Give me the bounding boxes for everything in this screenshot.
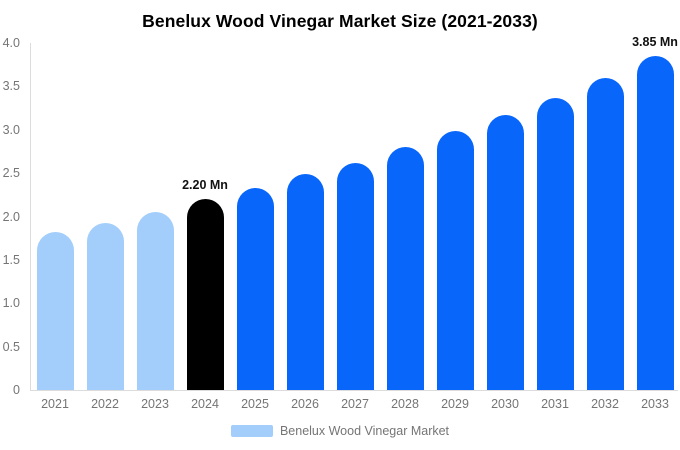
bar-2031[interactable]	[536, 97, 574, 390]
chart-title: Benelux Wood Vinegar Market Size (2021-2…	[142, 11, 538, 31]
x-tick-label-2030: 2030	[491, 397, 519, 411]
x-tick-label-2027: 2027	[341, 397, 369, 411]
bar-value-label-2024: 2.20 Mn	[182, 178, 228, 193]
bar-2027[interactable]	[336, 162, 374, 390]
y-tick-label-2.5: 2.5	[2, 166, 20, 181]
x-tick-label-2022: 2022	[91, 397, 119, 411]
x-tick-label-2024: 2024	[191, 397, 219, 411]
bar-2025[interactable]	[236, 187, 274, 390]
legend-label: Benelux Wood Vinegar Market	[279, 424, 450, 438]
x-tick-label-2023: 2023	[141, 397, 169, 411]
y-tick-label-0: 0	[13, 383, 20, 397]
legend-item[interactable]: Benelux Wood Vinegar Market	[0, 424, 680, 438]
y-tick-label-4.0: 4.0	[2, 36, 20, 50]
y-tick-label-2.0: 2.0	[2, 209, 20, 224]
y-axis-line	[30, 43, 31, 390]
legend-swatch	[230, 425, 273, 437]
bar-2026[interactable]	[286, 173, 324, 390]
bar-2029[interactable]	[436, 131, 474, 390]
bar-2024[interactable]	[186, 199, 224, 390]
x-tick-label-2031: 2031	[541, 397, 569, 411]
x-tick-label-2026: 2026	[291, 397, 319, 411]
x-tick-label-2025: 2025	[241, 397, 269, 411]
bar-2022[interactable]	[86, 222, 124, 390]
y-tick-label-0.5: 0.5	[2, 339, 20, 354]
y-tick-label-1.5: 1.5	[2, 252, 20, 267]
x-tick-label-2021: 2021	[41, 397, 69, 411]
bar-2033[interactable]	[636, 56, 674, 390]
y-tick-label-1.0: 1.0	[2, 296, 20, 311]
bar-2032[interactable]	[586, 77, 624, 390]
bar-2028[interactable]	[386, 147, 424, 390]
bar-2030[interactable]	[486, 115, 524, 390]
x-tick-label-2032: 2032	[591, 397, 619, 411]
x-axis-line	[30, 390, 678, 391]
y-tick-label-3.5: 3.5	[2, 79, 20, 94]
y-tick-label-3.0: 3.0	[2, 122, 20, 137]
bar-2021[interactable]	[36, 232, 74, 390]
bar-2023[interactable]	[136, 212, 174, 390]
x-tick-label-2033: 2033	[641, 397, 669, 411]
bar-value-label-2033: 3.85 Mn	[632, 35, 678, 49]
x-tick-label-2028: 2028	[391, 397, 419, 411]
x-tick-label-2029: 2029	[441, 397, 469, 411]
